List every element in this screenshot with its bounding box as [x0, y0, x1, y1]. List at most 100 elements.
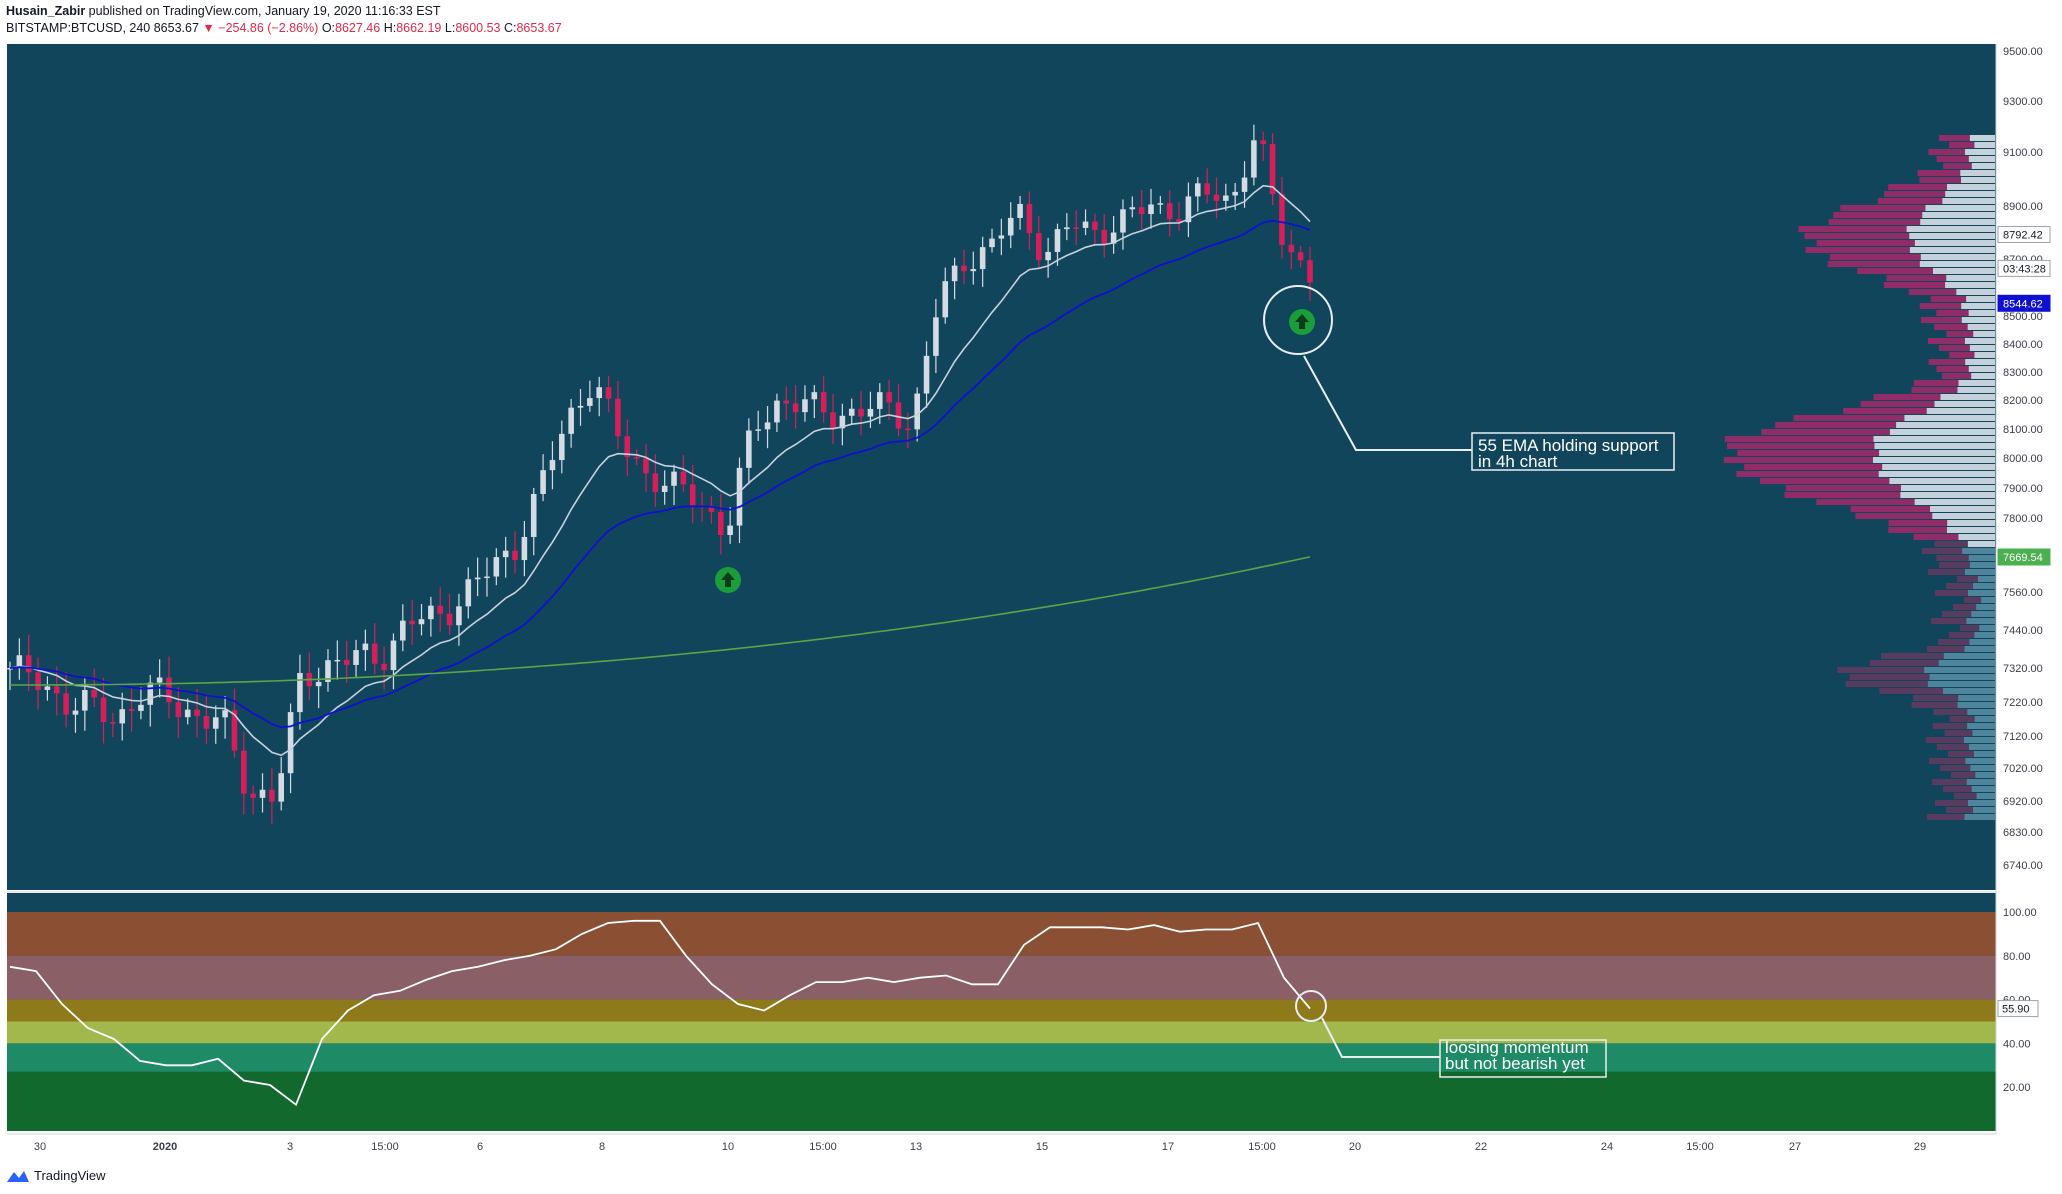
volume-profile-bar	[1968, 310, 1995, 316]
volume-profile-bar	[1932, 513, 1995, 519]
volume-profile-bar	[1816, 499, 1915, 505]
candle-body	[923, 355, 930, 394]
volume-profile-bar	[1889, 478, 1995, 484]
volume-profile-bar	[1969, 135, 1995, 141]
time-axis-label: 15:00	[371, 1141, 399, 1153]
time-axis-label: 29	[1914, 1141, 1926, 1153]
candle-body	[409, 620, 415, 625]
volume-profile-bar	[1829, 254, 1921, 260]
volume-profile-bar	[1873, 436, 1995, 442]
high-label: H:	[383, 21, 397, 35]
oscillator-line	[9, 919, 1311, 1107]
volume-profile-bar	[1965, 758, 1995, 764]
candle-body	[100, 697, 107, 723]
annotation-text-osc-line1: loosing momentum	[1445, 1038, 1589, 1057]
volume-profile-bar	[1785, 485, 1901, 491]
volume-profile-bar	[1857, 268, 1934, 274]
volume-profile-bar	[1726, 443, 1875, 449]
volume-profile-bar	[1960, 625, 1980, 631]
volume-profile-bar	[1909, 247, 1995, 253]
candle-body	[138, 704, 144, 711]
volume-profile-bar	[1966, 296, 1995, 302]
candle-body	[755, 429, 761, 431]
volume-profile-bar	[1724, 436, 1874, 442]
candle-body	[979, 247, 986, 270]
candle-body	[596, 387, 602, 399]
candle-body	[184, 709, 191, 718]
oscillator-tick-label: 100.00	[2003, 907, 2037, 919]
price-axis-tick-label: 6920.00	[2003, 796, 2043, 808]
price-marker-label: 8544.62	[2003, 298, 2043, 310]
volume-profile-bar	[1957, 387, 1995, 393]
annotation-leader-main	[1303, 355, 1472, 451]
time-axis-label: 15:00	[1248, 1141, 1276, 1153]
volume-profile-bar	[1927, 646, 1965, 652]
volume-profile-bar	[1964, 597, 1982, 603]
volume-profile-bar	[1968, 156, 1995, 162]
candle-body	[1007, 217, 1014, 236]
volume-profile-bar	[1977, 576, 1995, 582]
up-arrow-marker-2	[1289, 309, 1315, 335]
candle-body	[1148, 204, 1154, 215]
candle-body	[44, 686, 51, 690]
volume-profile-bar	[1840, 205, 1926, 211]
candle-body	[858, 408, 864, 417]
publisher-line: Husain_Zabir published on TradingView.co…	[6, 4, 441, 18]
candle-body	[802, 399, 808, 413]
author-name[interactable]: Husain_Zabir	[6, 4, 86, 18]
volume-profile-bar	[1960, 177, 1995, 183]
volume-profile-bar	[1927, 338, 1965, 344]
time-axis-label: 22	[1475, 1141, 1487, 1153]
volume-profile-bar	[1954, 793, 1977, 799]
volume-profile-bar	[1920, 254, 1995, 260]
volume-profile-bar	[1760, 478, 1890, 484]
candle-body	[549, 460, 556, 471]
volume-profile	[1723, 135, 1995, 820]
volume-profile-bar	[1966, 618, 1995, 624]
volume-profile-bar	[1904, 415, 1995, 421]
volume-profile-bar	[1855, 513, 1933, 519]
volume-profile-bar	[1974, 632, 1995, 638]
volume-profile-bar	[1908, 289, 1957, 295]
volume-profile-bar	[1945, 282, 1995, 288]
volume-profile-bar	[1911, 702, 1958, 708]
candle-body	[1251, 140, 1257, 178]
volume-profile-bar	[1969, 562, 1995, 568]
price-marker-box	[1997, 226, 2051, 244]
volume-profile-bar	[1975, 772, 1995, 778]
volume-profile-bar	[1805, 247, 1910, 253]
volume-profile-bar	[1881, 653, 1944, 659]
candle-body	[568, 407, 574, 434]
price-axis-tick-label: 8300.00	[2003, 367, 2043, 379]
price-axis-tick-label: 8200.00	[2003, 395, 2043, 407]
candle-body	[222, 710, 228, 718]
candle-body	[7, 668, 13, 670]
tradingview-logo-icon	[7, 1170, 29, 1182]
price-axis-tick-label: 9500.00	[2003, 46, 2043, 58]
symbol-label[interactable]: BITSTAMP:BTCUSD, 240	[6, 21, 151, 35]
time-axis-label: 15:00	[809, 1141, 837, 1153]
candle-body	[989, 238, 995, 248]
candle-body	[465, 579, 472, 607]
candle-body	[128, 709, 135, 711]
candle-body	[951, 265, 958, 282]
tradingview-logo[interactable]: TradingView	[6, 1168, 106, 1183]
annotation-circle-osc	[1295, 990, 1327, 1022]
candle-body	[895, 402, 902, 429]
volume-profile-bar	[1942, 198, 1995, 204]
volume-profile-bar	[1972, 807, 1995, 813]
time-axis-label: 20	[1349, 1141, 1361, 1153]
price-axis-tick-label: 8500.00	[2003, 311, 2043, 323]
volume-profile-bar	[1869, 660, 1939, 666]
annotation-box-main	[1471, 432, 1675, 471]
candle-body	[671, 471, 677, 486]
volume-profile-bar	[1971, 611, 1995, 617]
volume-profile-bar	[1925, 737, 1964, 743]
volume-profile-bar	[1967, 709, 1995, 715]
up-arrow-icon	[721, 572, 735, 587]
volume-profile-bar	[1958, 380, 1995, 386]
oscillator-tick-label: 40.00	[2003, 1038, 2031, 1050]
volume-profile-bar	[1960, 170, 1995, 176]
low-value: 8600.53	[455, 21, 501, 35]
